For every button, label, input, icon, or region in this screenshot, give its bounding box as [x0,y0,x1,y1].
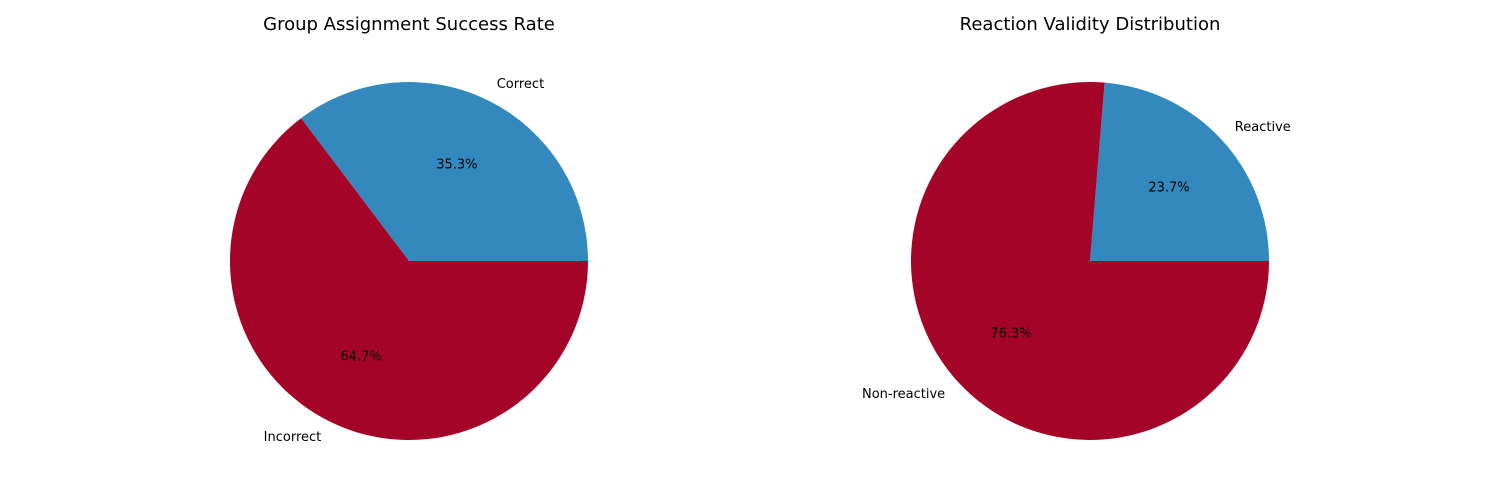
pie-slice-incorrect [230,118,588,440]
pie-chart-reaction-validity: Reaction Validity Distribution 23.7% Reac… [862,14,1291,440]
slice-percent-label: 35.3% [436,157,477,172]
slice-category-label: Incorrect [264,430,322,445]
pie-slice-reactive [1090,82,1269,261]
pie-chart-group-assignment: Group Assignment Success Rate 35.3% Corre… [230,14,588,445]
slice-category-label: Correct [497,77,544,92]
slice-category-label: Non-reactive [862,387,945,402]
chart-title: Reaction Validity Distribution [960,14,1221,35]
pie-slice-non-reactive [910,81,1269,440]
slice-percent-label: 76.3% [990,326,1031,341]
chart-title: Group Assignment Success Rate [263,14,555,35]
pie-slice-correct [301,81,588,261]
slice-category-label: Reactive [1235,120,1291,135]
slice-percent-label: 64.7% [340,350,381,365]
slice-percent-label: 23.7% [1148,181,1189,196]
